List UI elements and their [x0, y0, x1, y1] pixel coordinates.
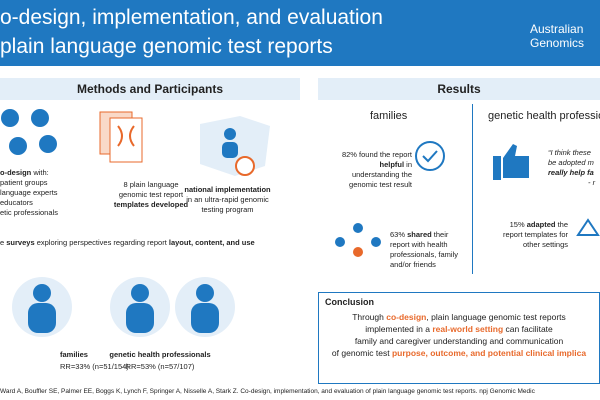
- text: implemented in a: [365, 324, 433, 334]
- highlight-text: real-world setting: [432, 324, 504, 334]
- conclusion-line: family and caregiver understanding and c…: [319, 335, 599, 347]
- list-item: educators: [0, 198, 33, 207]
- citation: Ward A, Bouffler SE, Palmer EE, Boggs K,…: [0, 388, 535, 395]
- text: in understanding the genomic test result: [349, 160, 412, 189]
- header: [0, 0, 600, 66]
- text: their report with health professionals, …: [390, 230, 458, 269]
- text: 8 plain language genomic test report: [118, 180, 184, 199]
- codesign-list: patient groups language experts educators e…: [0, 178, 80, 218]
- text: the report templates for other settings: [502, 220, 568, 249]
- bold-text: adapted: [526, 220, 556, 229]
- text: 63%: [390, 230, 408, 239]
- method-icons: [1, 109, 270, 176]
- bold-text: national implementation: [184, 185, 271, 194]
- text: e: [0, 238, 7, 247]
- group-icons: [12, 277, 235, 337]
- codesign-text: o-design with:: [0, 168, 80, 178]
- text: in an ultra-rapid genomic testing progra…: [186, 195, 269, 214]
- text: with:: [31, 168, 49, 177]
- quote-line: really help fa: [548, 168, 594, 177]
- result-icons: [335, 141, 600, 257]
- list-item: patient groups: [0, 178, 48, 187]
- text: 15%: [509, 220, 527, 229]
- bold-text: helpful: [379, 160, 405, 169]
- templates-text: 8 plain language genomic test report tem…: [112, 180, 190, 210]
- bold-text: surveys: [6, 238, 35, 247]
- text: exploring perspectives regarding report: [34, 238, 169, 247]
- title-line: o-design, implementation, and evaluation: [0, 6, 383, 29]
- text: Through: [352, 312, 387, 322]
- quote-line: be adopted m: [548, 158, 594, 167]
- national-text: national implementation in an ultra-rapid…: [180, 185, 275, 215]
- list-item: etic professionals: [0, 208, 58, 217]
- bold-text: shared: [407, 230, 432, 239]
- helpful-text: 82% found the report helpful in understa…: [332, 150, 412, 190]
- group-rr: RR=53% (n=57/107): [125, 362, 195, 371]
- text: can facilitate: [503, 324, 553, 334]
- group-rr: RR=33% (n=51/154): [60, 362, 129, 371]
- bold-text: o-design: [0, 168, 32, 177]
- column-heading: families: [370, 110, 408, 122]
- section-heading: Results: [318, 78, 600, 100]
- divider: [472, 104, 473, 274]
- logo-text: Australian: [530, 22, 584, 36]
- section-heading: Methods and Participants: [0, 78, 300, 100]
- quote-line: - r: [588, 178, 596, 187]
- shared-text: 63% shared their report with health prof…: [390, 230, 470, 270]
- conclusion-heading: Conclusion: [325, 297, 374, 307]
- conclusion-line: implemented in a real-world setting can …: [319, 323, 599, 335]
- text: family and caregiver understanding and c…: [354, 336, 564, 346]
- adapted-text: 15% adapted the report templates for oth…: [498, 220, 568, 250]
- highlight-text: co-design: [386, 312, 427, 322]
- group-label: genetic health professionals: [109, 350, 211, 359]
- conclusion-line: of genomic test purpose, outcome, and po…: [319, 347, 599, 359]
- surveys-text: e surveys exploring perspectives regardi…: [0, 238, 255, 248]
- logo-text: Genomics: [530, 36, 585, 50]
- text: of genomic test: [331, 348, 392, 358]
- highlight-text: purpose, outcome, and potential clinical…: [391, 348, 587, 358]
- column-heading: genetic health professio: [488, 110, 600, 122]
- bold-text: templates developed: [113, 200, 189, 209]
- text: 82% found the report: [341, 150, 412, 159]
- list-item: language experts: [0, 188, 58, 197]
- text: , plain language genomic test reports: [426, 312, 566, 322]
- conclusion-text: Through co-design, plain language genomi…: [319, 311, 599, 359]
- title-line: plain language genomic test reports: [0, 35, 333, 58]
- conclusion-line: Through co-design, plain language genomi…: [319, 311, 599, 323]
- conclusion-box: Conclusion Through co-design, plain lang…: [318, 292, 600, 384]
- quote-line: “I think these: [548, 148, 591, 157]
- quote: “I think these be adopted m really help fa…: [548, 148, 600, 188]
- bold-text: layout, content, and use: [168, 238, 255, 247]
- group-label: families: [60, 350, 88, 359]
